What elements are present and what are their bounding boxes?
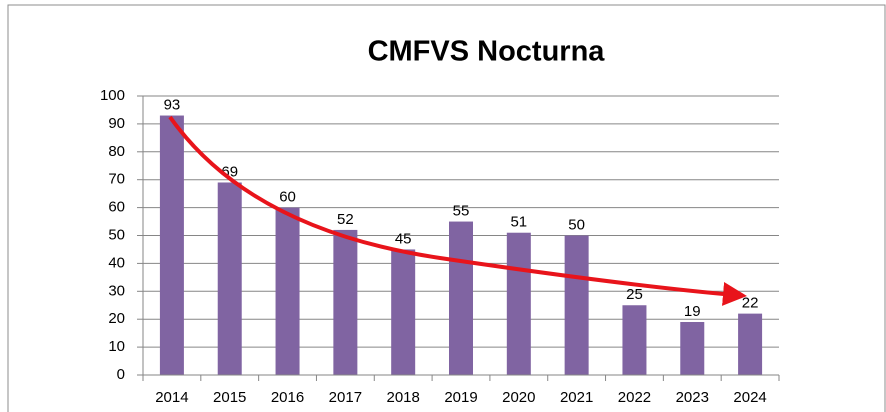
x-tick-label: 2019 xyxy=(444,389,477,406)
x-tick-label: 2022 xyxy=(618,389,651,406)
y-tick-label: 100 xyxy=(100,87,125,104)
y-tick-label: 80 xyxy=(108,143,125,160)
y-tick-label: 50 xyxy=(108,226,125,243)
x-tick-label: 2016 xyxy=(271,389,304,406)
data-label: 19 xyxy=(684,303,701,320)
data-label: 60 xyxy=(279,189,296,206)
y-tick-label: 40 xyxy=(108,254,125,271)
bar xyxy=(449,221,473,375)
chart-title: CMFVS Nocturna xyxy=(368,36,606,68)
bar xyxy=(506,232,531,375)
x-tick-label: 2015 xyxy=(213,389,246,406)
y-tick-label: 70 xyxy=(108,171,125,188)
data-label: 45 xyxy=(395,230,412,247)
bar xyxy=(738,313,763,375)
data-label: 50 xyxy=(568,216,585,233)
x-tick-label: 2024 xyxy=(733,389,766,406)
x-tick-label: 2020 xyxy=(502,389,535,406)
bar xyxy=(622,305,647,375)
x-tick-label: 2021 xyxy=(560,389,593,406)
x-tick-label: 2014 xyxy=(155,389,188,406)
plot-area: 0102030405060708090100201493201569201660… xyxy=(100,87,780,406)
trend-arrow xyxy=(168,115,747,306)
data-label: 51 xyxy=(510,214,527,231)
bar xyxy=(680,321,705,375)
bar xyxy=(275,207,300,375)
x-tick-label: 2018 xyxy=(386,389,419,406)
bar xyxy=(391,249,416,375)
y-tick-label: 30 xyxy=(108,282,125,299)
y-tick-label: 0 xyxy=(117,366,125,383)
x-tick-label: 2023 xyxy=(676,389,709,406)
y-tick-label: 90 xyxy=(108,115,125,132)
data-label: 93 xyxy=(164,96,181,113)
data-label: 25 xyxy=(626,286,643,303)
data-label: 52 xyxy=(337,211,354,228)
bar xyxy=(564,235,589,375)
data-label: 22 xyxy=(742,295,759,312)
y-tick-label: 20 xyxy=(108,310,125,327)
bar xyxy=(333,229,358,375)
data-label: 55 xyxy=(453,203,470,220)
x-tick-label: 2017 xyxy=(329,389,362,406)
y-tick-label: 10 xyxy=(108,338,125,355)
y-tick-label: 60 xyxy=(108,199,125,216)
bar xyxy=(217,182,242,375)
bar xyxy=(159,115,184,375)
